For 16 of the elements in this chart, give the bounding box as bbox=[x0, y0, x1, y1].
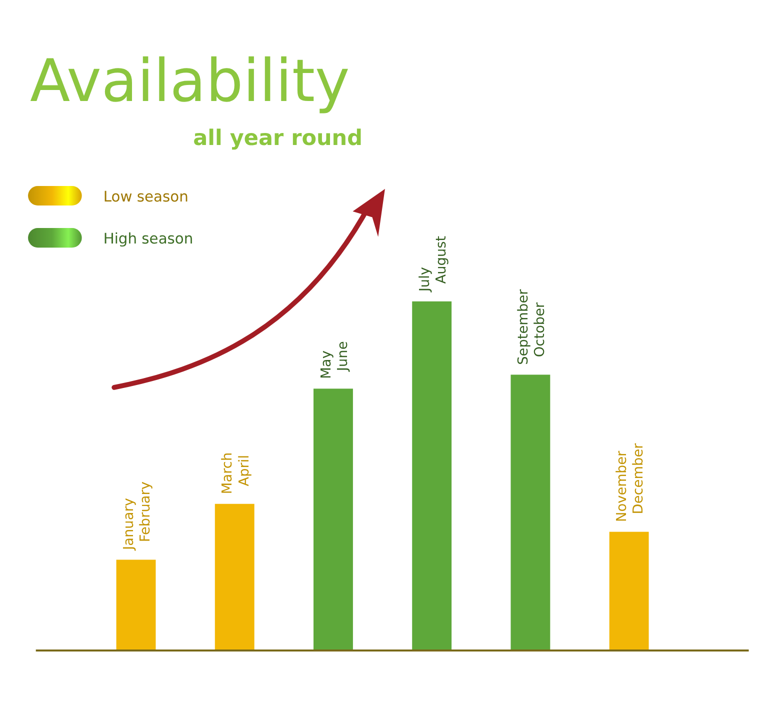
bar bbox=[510, 374, 550, 650]
bar bbox=[116, 560, 156, 650]
bar bbox=[314, 388, 353, 650]
chart-subtitle: all year round bbox=[193, 126, 362, 151]
x-tick-label: May June bbox=[318, 341, 351, 379]
bar bbox=[214, 504, 254, 650]
bar bbox=[412, 301, 452, 650]
legend-label: Low season bbox=[103, 188, 188, 206]
x-tick-label: March April bbox=[220, 452, 252, 494]
chart-title: Availability bbox=[30, 46, 350, 115]
x-tick-label: July August bbox=[416, 235, 450, 293]
x-tick-label: January February bbox=[121, 481, 154, 551]
bar bbox=[609, 532, 649, 650]
legend-label: High season bbox=[103, 230, 194, 248]
x-tick-label: September October bbox=[516, 288, 548, 365]
x-tick-label: November December bbox=[614, 442, 647, 522]
